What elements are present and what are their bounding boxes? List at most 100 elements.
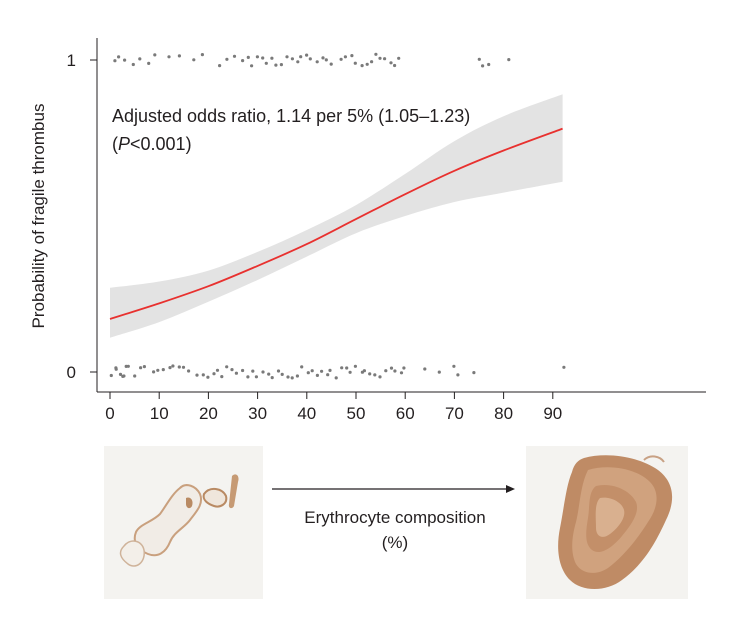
point-non-fragile — [393, 369, 397, 373]
point-fragile — [138, 57, 142, 61]
point-non-fragile — [353, 364, 357, 368]
point-fragile — [374, 52, 378, 56]
axes: 0 10 20 30 40 50 60 70 80 90 0 1 — [67, 38, 706, 423]
point-non-fragile — [241, 368, 245, 373]
point-non-fragile — [295, 374, 299, 378]
point-non-fragile — [156, 368, 160, 372]
point-non-fragile — [340, 366, 344, 370]
point-fragile — [285, 55, 289, 59]
point-fragile — [153, 53, 157, 57]
point-non-fragile — [378, 375, 382, 379]
point-fragile — [378, 56, 382, 60]
point-non-fragile — [286, 375, 290, 379]
point-non-fragile — [206, 375, 210, 379]
point-fragile — [305, 53, 309, 57]
x-tick-label: 20 — [199, 404, 218, 423]
point-non-fragile — [276, 369, 281, 373]
point-fragile — [200, 53, 204, 57]
point-non-fragile — [373, 373, 377, 377]
point-fragile — [177, 54, 181, 58]
x-tick-label: 60 — [396, 404, 415, 423]
point-non-fragile — [437, 370, 441, 374]
fit-line — [109, 127, 563, 320]
x-tick-label: 10 — [150, 404, 169, 423]
point-fragile — [246, 55, 250, 60]
point-fragile — [147, 61, 151, 65]
point-non-fragile — [362, 369, 366, 373]
point-fragile — [321, 56, 325, 60]
point-non-fragile — [215, 368, 220, 372]
logistic-regression-chart: 0 10 20 30 40 50 60 70 80 90 0 1 Probability of fra… — [29, 38, 706, 423]
point-fragile — [290, 57, 294, 61]
point-non-fragile — [114, 366, 118, 370]
point-non-fragile — [280, 372, 284, 376]
point-non-fragile — [334, 376, 338, 380]
point-fragile — [389, 61, 393, 65]
point-fragile — [329, 62, 333, 66]
point-non-fragile — [177, 365, 181, 369]
x-tick-label: 50 — [347, 404, 366, 423]
point-fragile — [507, 58, 511, 62]
point-fragile — [117, 55, 121, 59]
point-fragile — [218, 64, 222, 68]
point-non-fragile — [368, 372, 372, 376]
point-non-fragile — [230, 368, 234, 372]
point-fragile — [299, 55, 303, 59]
point-fragile — [350, 54, 354, 58]
point-non-fragile — [456, 373, 460, 377]
point-fragile — [365, 62, 369, 66]
high-erythrocyte-stain — [558, 455, 673, 589]
point-fragile — [192, 58, 196, 62]
point-non-fragile — [290, 376, 294, 380]
point-non-fragile — [251, 369, 255, 373]
annotation-p-rest: <0.001) — [130, 134, 192, 154]
point-non-fragile — [261, 370, 265, 374]
point-non-fragile — [328, 368, 332, 372]
point-fragile — [255, 55, 259, 59]
ci-band — [110, 94, 563, 338]
point-non-fragile — [142, 365, 146, 369]
point-non-fragile — [345, 366, 349, 370]
annotation-p-italic: P — [118, 134, 130, 154]
annotation-p-value: (P<0.001) — [112, 134, 192, 154]
x-axis-title: Erythrocyte composition (%) — [304, 508, 486, 552]
point-fragile — [481, 64, 485, 68]
point-non-fragile — [212, 372, 216, 376]
point-fragile — [339, 57, 343, 61]
point-fragile — [123, 58, 127, 62]
point-non-fragile — [246, 375, 250, 379]
point-non-fragile — [389, 366, 394, 370]
point-non-fragile — [139, 366, 143, 370]
point-non-fragile — [402, 366, 406, 370]
point-fragile — [296, 60, 300, 64]
point-non-fragile — [122, 374, 126, 378]
point-fragile — [308, 57, 312, 61]
point-fragile — [241, 59, 245, 63]
point-fragile — [264, 61, 268, 65]
point-fragile — [225, 57, 229, 61]
point-non-fragile — [270, 376, 274, 380]
point-non-fragile — [310, 369, 314, 373]
point-fragile — [370, 60, 374, 64]
point-non-fragile — [201, 373, 205, 377]
point-non-fragile — [315, 373, 319, 377]
point-non-fragile — [171, 364, 175, 368]
x-tick-label: 80 — [494, 404, 513, 423]
point-fragile — [487, 62, 491, 67]
low-erythrocyte-stain — [119, 474, 239, 567]
point-fragile — [274, 63, 278, 67]
point-fragile — [270, 56, 274, 60]
point-non-fragile — [126, 364, 130, 368]
x-tick-label: 30 — [248, 404, 267, 423]
x-tick-label: 0 — [105, 404, 114, 423]
point-fragile — [477, 57, 481, 61]
point-non-fragile — [234, 371, 238, 375]
point-non-fragile — [152, 370, 156, 374]
point-fragile — [232, 54, 237, 58]
point-fragile — [131, 62, 135, 67]
point-non-fragile — [195, 373, 199, 377]
y-tick-label: 1 — [67, 51, 76, 70]
point-fragile — [315, 60, 319, 64]
annotation-p-open: ( — [112, 134, 118, 154]
